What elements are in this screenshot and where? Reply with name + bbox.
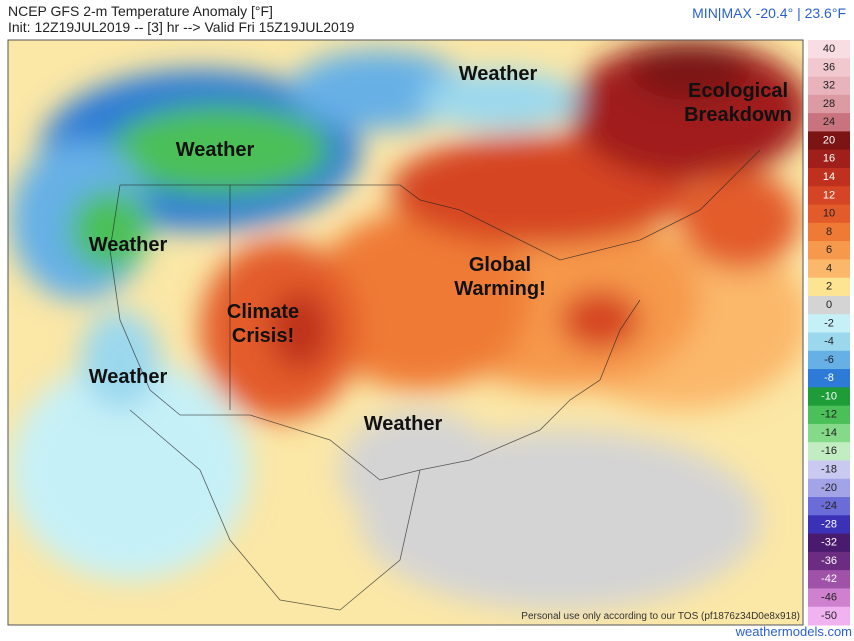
map-label: Ecological xyxy=(688,80,788,102)
colorbar-swatch xyxy=(808,222,850,242)
map-frame xyxy=(7,39,804,626)
colorbar-swatch xyxy=(808,259,850,279)
colorbar-swatch xyxy=(808,350,850,370)
colorbar-label: -28 xyxy=(821,518,837,530)
colorbar-label: 36 xyxy=(823,61,835,73)
colorbar-swatch xyxy=(808,588,850,608)
map-field xyxy=(8,40,803,625)
colorbar-swatch xyxy=(808,204,850,224)
map-label: Weather xyxy=(364,413,443,435)
colorbar-swatch xyxy=(808,460,850,480)
colorbar-swatch xyxy=(808,423,850,443)
tos-note: Personal use only according to our TOS (… xyxy=(521,611,800,622)
colorbar-swatch xyxy=(808,551,850,571)
colorbar-swatch xyxy=(808,295,850,315)
colorbar-label: -6 xyxy=(824,354,834,366)
map-label: Crisis! xyxy=(232,325,294,347)
colorbar-label: 20 xyxy=(823,134,835,146)
map-label: Weather xyxy=(89,234,168,256)
colorbar-label: -50 xyxy=(821,610,837,622)
colorbar-label: -32 xyxy=(821,537,837,549)
colorbar-swatch xyxy=(808,241,850,260)
colorbar-label: 12 xyxy=(823,189,835,201)
colorbar-swatch xyxy=(808,94,850,114)
colorbar-label: 2 xyxy=(826,281,832,293)
colorbar-label: 24 xyxy=(823,116,835,128)
map-label: Weather xyxy=(89,366,168,388)
map-title: NCEP GFS 2-m Temperature Anomaly [°F] xyxy=(8,3,273,19)
colorbar-label: -10 xyxy=(821,390,837,402)
site-credit: weathermodels.com xyxy=(735,624,852,639)
colorbar-label: -12 xyxy=(821,409,837,421)
colorbar-swatch xyxy=(808,277,850,297)
map-label: Climate xyxy=(227,301,299,323)
colorbar-label: 28 xyxy=(823,98,835,110)
colorbar-label: -24 xyxy=(821,500,837,512)
map-label: Global xyxy=(469,254,531,276)
colorbar-swatch xyxy=(808,149,850,169)
colorbar-swatch xyxy=(808,167,850,187)
colorbar-swatch xyxy=(808,332,850,352)
colorbar-swatch xyxy=(808,533,850,553)
colorbar-label: 14 xyxy=(823,171,835,183)
colorbar-swatch xyxy=(808,387,850,407)
colorbar-label: -18 xyxy=(821,464,837,476)
colorbar-label: 10 xyxy=(823,208,835,220)
colorbar-swatch xyxy=(808,113,850,132)
colorbar-label: -16 xyxy=(821,445,837,457)
colorbar-label: 4 xyxy=(826,262,832,274)
colorbar-swatch xyxy=(808,186,850,206)
colorbar-label: 32 xyxy=(823,80,835,92)
map-label: Weather xyxy=(176,139,255,161)
map-label: Breakdown xyxy=(684,104,792,126)
colorbar-label: -36 xyxy=(821,555,837,567)
colorbar-swatch xyxy=(808,606,850,626)
colorbar-swatch xyxy=(808,497,850,516)
colorbar-label: -46 xyxy=(821,591,837,603)
colorbar-swatch xyxy=(808,442,850,461)
colorbar-swatch xyxy=(808,131,850,151)
colorbar-swatch xyxy=(808,405,850,425)
colorbar-label: 6 xyxy=(826,244,832,256)
colorbar-swatch xyxy=(808,76,850,96)
colorbar-swatch xyxy=(808,58,850,78)
colorbar-label: -42 xyxy=(821,573,837,585)
init-line: Init: 12Z19JUL2019 -- [3] hr --> Valid F… xyxy=(8,19,355,35)
colorbar-label: 8 xyxy=(826,226,832,238)
colorbar-swatch xyxy=(808,314,850,333)
colorbar-label: -20 xyxy=(821,482,837,494)
colorbar-swatch xyxy=(808,515,850,535)
colorbar-label: -4 xyxy=(824,336,834,348)
colorbar-label: -8 xyxy=(824,372,834,384)
colorbar-swatch xyxy=(808,478,850,498)
colorbar-swatch xyxy=(808,369,850,388)
colorbar-swatch xyxy=(808,40,850,59)
colorbar-label: 0 xyxy=(826,299,832,311)
colorbar-label: -2 xyxy=(824,317,834,329)
colorbar-label: -14 xyxy=(821,427,837,439)
colorbar-label: 16 xyxy=(823,153,835,165)
min-max: MIN|MAX -20.4° | 23.6°F xyxy=(692,5,846,21)
map-label: Warming! xyxy=(454,278,545,300)
colorbar-swatch xyxy=(808,570,850,589)
map-label: Weather xyxy=(459,63,538,85)
colorbar-label: 40 xyxy=(823,43,835,55)
